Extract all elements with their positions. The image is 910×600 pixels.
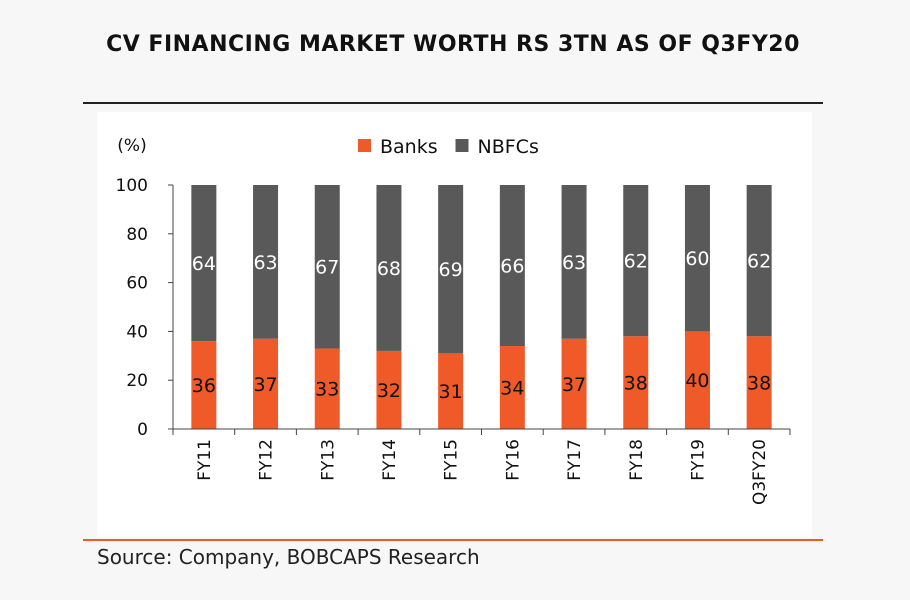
bar-banks-fy18 bbox=[623, 336, 649, 429]
x-tick-label: FY12 bbox=[257, 439, 277, 481]
legend-swatch-nbfcs bbox=[455, 139, 469, 152]
data-label-banks-fy18: 38 bbox=[624, 373, 648, 395]
x-tick-label: FY18 bbox=[627, 439, 647, 481]
bar-nbfcs-fy14 bbox=[376, 185, 402, 351]
bar-nbfcs-fy12 bbox=[253, 185, 279, 339]
bar-banks-q3fy20 bbox=[746, 336, 772, 429]
legend-swatch-banks bbox=[358, 139, 371, 152]
data-label-banks-fy13: 33 bbox=[315, 379, 339, 401]
data-label-banks-fy14: 32 bbox=[377, 380, 401, 402]
y-tick-label: 0 bbox=[137, 420, 148, 440]
x-tick-label: FY17 bbox=[565, 439, 585, 481]
data-label-nbfcs-fy19: 60 bbox=[685, 248, 709, 270]
bar-banks-fy16 bbox=[499, 346, 525, 429]
bar-banks-fy19 bbox=[684, 331, 710, 429]
data-label-nbfcs-fy12: 63 bbox=[253, 252, 277, 274]
x-tick-label: Q3FY20 bbox=[750, 439, 770, 505]
legend-label-nbfcs: NBFCs bbox=[478, 136, 539, 158]
data-label-nbfcs-fy18: 62 bbox=[624, 251, 648, 273]
bars: 36 64 37 63 33 67 32 68 31 69 34 66 37 63 38 62 40 60 38 62 bbox=[191, 185, 772, 429]
data-label-nbfcs-fy15: 69 bbox=[439, 259, 463, 281]
y-tick-label: 80 bbox=[126, 225, 148, 245]
x-tick-label: FY14 bbox=[380, 439, 400, 481]
bar-nbfcs-fy19 bbox=[684, 185, 710, 332]
data-label-banks-fy12: 37 bbox=[253, 374, 277, 396]
data-label-nbfcs-fy16: 66 bbox=[500, 256, 524, 278]
bar-nbfcs-fy16 bbox=[499, 185, 525, 347]
data-label-nbfcs-fy17: 63 bbox=[562, 252, 586, 274]
bar-nbfcs-fy17 bbox=[561, 185, 587, 339]
x-tick-label: FY16 bbox=[503, 439, 523, 481]
y-tick-label: 20 bbox=[126, 371, 148, 391]
x-tick-label: FY13 bbox=[318, 439, 338, 481]
y-axis: 0 20 40 60 80 100 bbox=[116, 176, 174, 440]
data-label-nbfcs-fy11: 64 bbox=[192, 253, 216, 275]
data-label-nbfcs-q3fy20: 62 bbox=[747, 251, 771, 273]
data-label-banks-fy16: 34 bbox=[500, 378, 524, 400]
legend: Banks NBFCs bbox=[358, 136, 539, 158]
data-label-nbfcs-fy14: 68 bbox=[377, 258, 401, 280]
y-tick-label: 40 bbox=[126, 322, 148, 342]
title-divider bbox=[83, 102, 823, 104]
x-axis: FY11 FY12 FY13 FY14 FY15 FY16 FY17 FY18 FY19 Q3FY… bbox=[172, 428, 791, 505]
y-tick-label: 60 bbox=[126, 274, 148, 294]
data-label-banks-fy11: 36 bbox=[192, 375, 216, 397]
bar-nbfcs-fy13 bbox=[314, 185, 340, 349]
bar-banks-fy14 bbox=[376, 350, 402, 429]
bar-banks-fy13 bbox=[314, 348, 340, 429]
x-tick-label: FY11 bbox=[195, 439, 215, 481]
y-tick-label: 100 bbox=[116, 176, 148, 196]
x-tick-label: FY15 bbox=[442, 439, 462, 481]
bar-banks-fy17 bbox=[561, 338, 587, 429]
bar-nbfcs-fy15 bbox=[438, 185, 464, 354]
bar-banks-fy15 bbox=[438, 353, 464, 429]
data-label-nbfcs-fy13: 67 bbox=[315, 257, 339, 279]
bar-nbfcs-q3fy20 bbox=[746, 185, 772, 337]
data-label-banks-q3fy20: 38 bbox=[747, 373, 771, 395]
source-divider bbox=[83, 539, 823, 541]
bar-nbfcs-fy11 bbox=[191, 185, 217, 342]
bar-nbfcs-fy18 bbox=[623, 185, 649, 337]
legend-label-banks: Banks bbox=[380, 136, 438, 158]
bar-banks-fy12 bbox=[253, 338, 279, 429]
data-label-banks-fy19: 40 bbox=[685, 370, 709, 392]
chart-title: CV FINANCING MARKET WORTH RS 3TN AS OF Q… bbox=[106, 32, 800, 57]
data-label-banks-fy17: 37 bbox=[562, 374, 586, 396]
x-tick-label: FY19 bbox=[688, 439, 708, 481]
data-label-banks-fy15: 31 bbox=[439, 381, 463, 403]
y-axis-label: (%) bbox=[117, 136, 146, 156]
source-note: Source: Company, BOBCAPS Research bbox=[97, 545, 480, 569]
bar-banks-fy11 bbox=[191, 341, 217, 429]
